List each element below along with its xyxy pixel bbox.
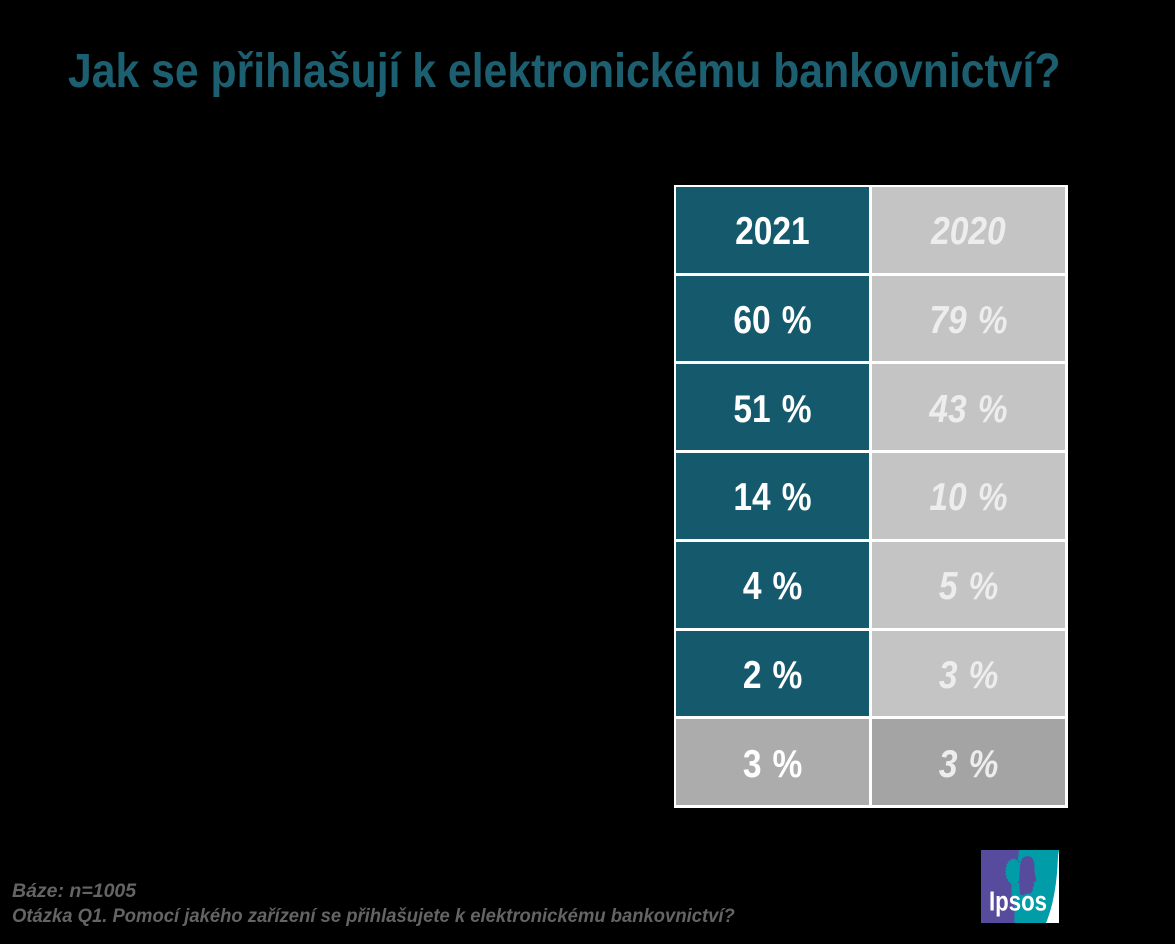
svg-text:Ipsos: Ipsos xyxy=(989,886,1047,917)
